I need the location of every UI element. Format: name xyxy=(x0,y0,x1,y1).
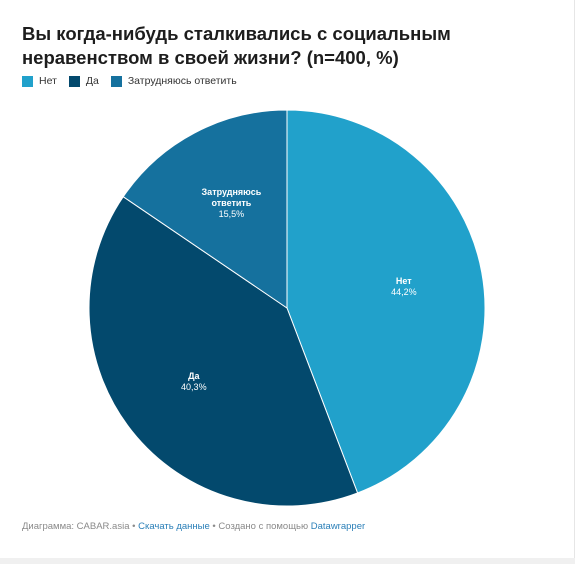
legend-item-net: Нет xyxy=(22,75,57,87)
datawrapper-link[interactable]: Datawrapper xyxy=(310,521,366,532)
legend: Нет Да Затрудняюсь ответить xyxy=(22,75,249,87)
footer-separator: • xyxy=(129,521,139,532)
slice-label-net: Нет xyxy=(396,276,412,286)
bottom-bar xyxy=(0,558,575,564)
legend-swatch-unsure xyxy=(110,75,122,87)
slice-label-da: Да xyxy=(188,371,200,381)
slice-label-unsure: Затрудняюсь xyxy=(202,187,262,197)
pie-slices xyxy=(88,109,486,507)
chart-title: Вы когда-нибудь сталкивались с социальны… xyxy=(22,23,451,68)
footer: Диаграмма: CABAR.asia • Скачать данные •… xyxy=(22,521,365,532)
legend-label-da: Да xyxy=(85,75,99,87)
legend-label-net: Нет xyxy=(39,75,57,87)
legend-item-da: Да xyxy=(68,75,99,87)
pie-slice-net xyxy=(286,109,486,494)
slice-label-unsure: ответить xyxy=(211,198,251,208)
pie-slice-da xyxy=(88,196,359,507)
legend-item-unsure: Затрудняюсь ответить xyxy=(110,75,237,87)
download-data-link[interactable]: Скачать данные xyxy=(138,521,210,532)
legend-label-unsure: Затрудняюсь ответить xyxy=(127,75,237,87)
pie-slice-unsure xyxy=(122,109,288,309)
legend-swatch-da xyxy=(68,75,80,87)
legend-swatch-net xyxy=(22,75,33,87)
slice-value-unsure: 15,5% xyxy=(219,209,245,219)
footer-created-with: • Создано с помощью xyxy=(209,521,311,532)
slice-value-net: 44,2% xyxy=(391,287,417,297)
slice-value-da: 40,3% xyxy=(181,382,207,392)
footer-source: Диаграмма: CABAR.asia xyxy=(22,521,130,532)
